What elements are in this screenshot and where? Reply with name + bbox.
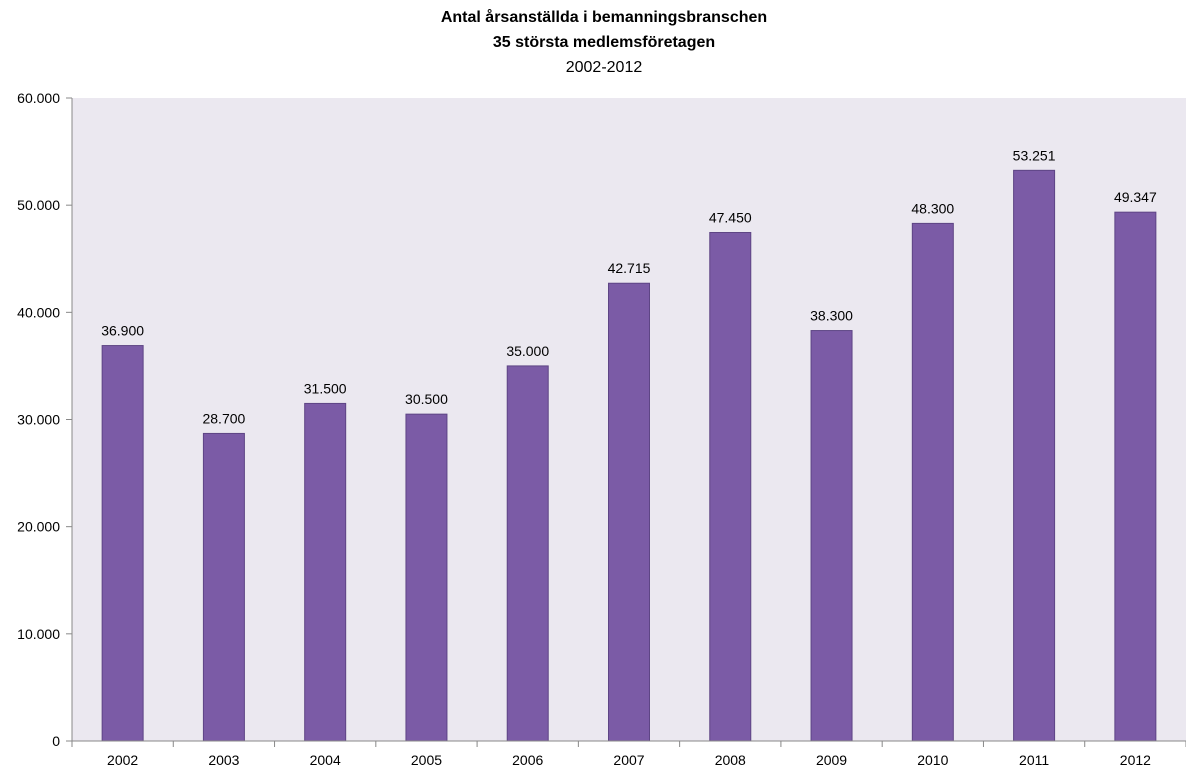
data-label-2006: 35.000 — [506, 343, 549, 359]
x-tick-label-2009: 2009 — [816, 752, 847, 768]
bar-2009 — [810, 330, 853, 742]
data-label-2010: 48.300 — [911, 200, 954, 216]
y-tick-label: 60.000 — [17, 90, 60, 106]
x-tick-label-2005: 2005 — [411, 752, 442, 768]
bar-2007 — [608, 282, 650, 742]
data-label-2003: 28.700 — [202, 410, 245, 426]
data-label-2005: 30.500 — [405, 391, 448, 407]
bar-group — [101, 169, 1157, 742]
bar-2011 — [1013, 169, 1056, 742]
x-tick-label-2007: 2007 — [613, 752, 644, 768]
data-label-2007: 42.715 — [608, 260, 651, 276]
data-label-2012: 49.347 — [1114, 189, 1157, 205]
data-label-2008: 47.450 — [709, 209, 752, 225]
x-tick-label-2012: 2012 — [1120, 752, 1151, 768]
x-tick-label-2008: 2008 — [715, 752, 746, 768]
bar-2012 — [1114, 211, 1157, 742]
bar-2002 — [101, 345, 144, 742]
y-tick-label: 40.000 — [17, 304, 60, 320]
x-tick-label-2011: 2011 — [1019, 752, 1049, 768]
axes: 0 10.000 20.000 30.000 40.000 50.000 60.000 200… — [17, 90, 1186, 768]
data-label-2004: 31.500 — [304, 380, 347, 396]
chart-subtitle: 35 största medlemsföretagen — [493, 34, 715, 51]
x-tick-label-2003: 2003 — [208, 752, 239, 768]
bar-2004 — [304, 402, 347, 742]
x-tick-label-2006: 2006 — [512, 752, 543, 768]
y-tick-label: 10.000 — [17, 626, 60, 642]
bar-2010 — [911, 222, 954, 742]
bar-2003 — [202, 432, 245, 742]
bar-2006 — [506, 365, 549, 742]
y-tick-label: 50.000 — [17, 197, 60, 213]
x-tick-label-2002: 2002 — [107, 752, 138, 768]
y-tick-label: 0 — [52, 733, 60, 749]
y-tick-label: 20.000 — [17, 519, 60, 535]
chart-period: 2002-2012 — [566, 59, 643, 76]
bar-2005 — [405, 413, 448, 742]
x-tick-label-2004: 2004 — [310, 752, 341, 768]
x-tick-label-2010: 2010 — [917, 752, 948, 768]
chart-title: Antal årsanställda i bemanningsbranschen — [441, 8, 767, 26]
data-label-2011: 53.251 — [1013, 147, 1056, 163]
y-tick-label: 30.000 — [17, 412, 60, 428]
data-label-2002: 36.900 — [101, 323, 144, 339]
bar-2008 — [709, 231, 752, 742]
data-label-group: 36.900 28.700 31.500 30.500 35.000 42.715 47.4… — [101, 147, 1157, 426]
data-label-2009: 38.300 — [810, 308, 853, 324]
